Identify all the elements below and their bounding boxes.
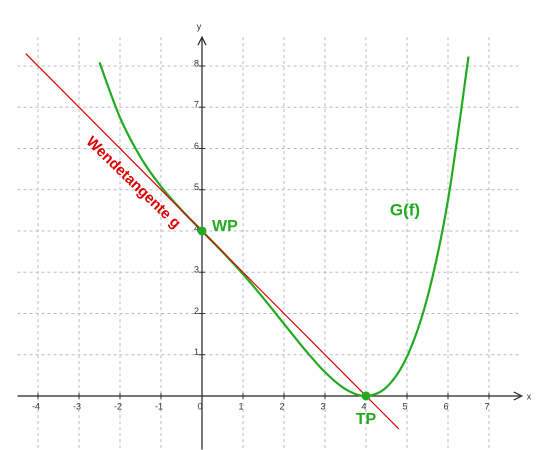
x-tick-label: 2 — [279, 401, 284, 411]
x-tick-label: -2 — [114, 401, 122, 411]
x-tick-label: -4 — [32, 401, 40, 411]
x-tick-label: 1 — [238, 401, 243, 411]
y-tick-label: 2 — [194, 306, 199, 316]
y-tick-label: 4 — [194, 223, 199, 233]
x-tick-label: -3 — [73, 401, 81, 411]
series-line — [25, 53, 400, 430]
x-tick-label: 3 — [320, 401, 325, 411]
point-label: TP — [356, 411, 377, 428]
point — [361, 391, 371, 401]
y-tick-label: 3 — [194, 265, 199, 275]
x-tick-label: 7 — [484, 401, 489, 411]
y-axis-label: y — [197, 21, 202, 31]
x-axis-arrow — [513, 391, 524, 401]
point — [197, 226, 207, 236]
series-label: G(f) — [390, 200, 420, 219]
y-tick-label: 5 — [194, 182, 199, 192]
x-tick-label: 6 — [443, 401, 448, 411]
y-tick-label: 8 — [194, 58, 199, 68]
x-tick-label: 0 — [197, 401, 202, 411]
y-tick-label: 1 — [194, 347, 199, 357]
y-axis-arrow — [197, 35, 207, 46]
series-line — [98, 56, 470, 398]
x-axis-label: x — [527, 391, 532, 401]
x-tick-label: 5 — [402, 401, 407, 411]
y-tick-label: 6 — [194, 141, 199, 151]
point-label: WP — [212, 218, 238, 235]
x-tick-label: 4 — [361, 401, 366, 411]
y-tick-label: 7 — [194, 100, 199, 110]
x-tick-label: -1 — [155, 401, 163, 411]
